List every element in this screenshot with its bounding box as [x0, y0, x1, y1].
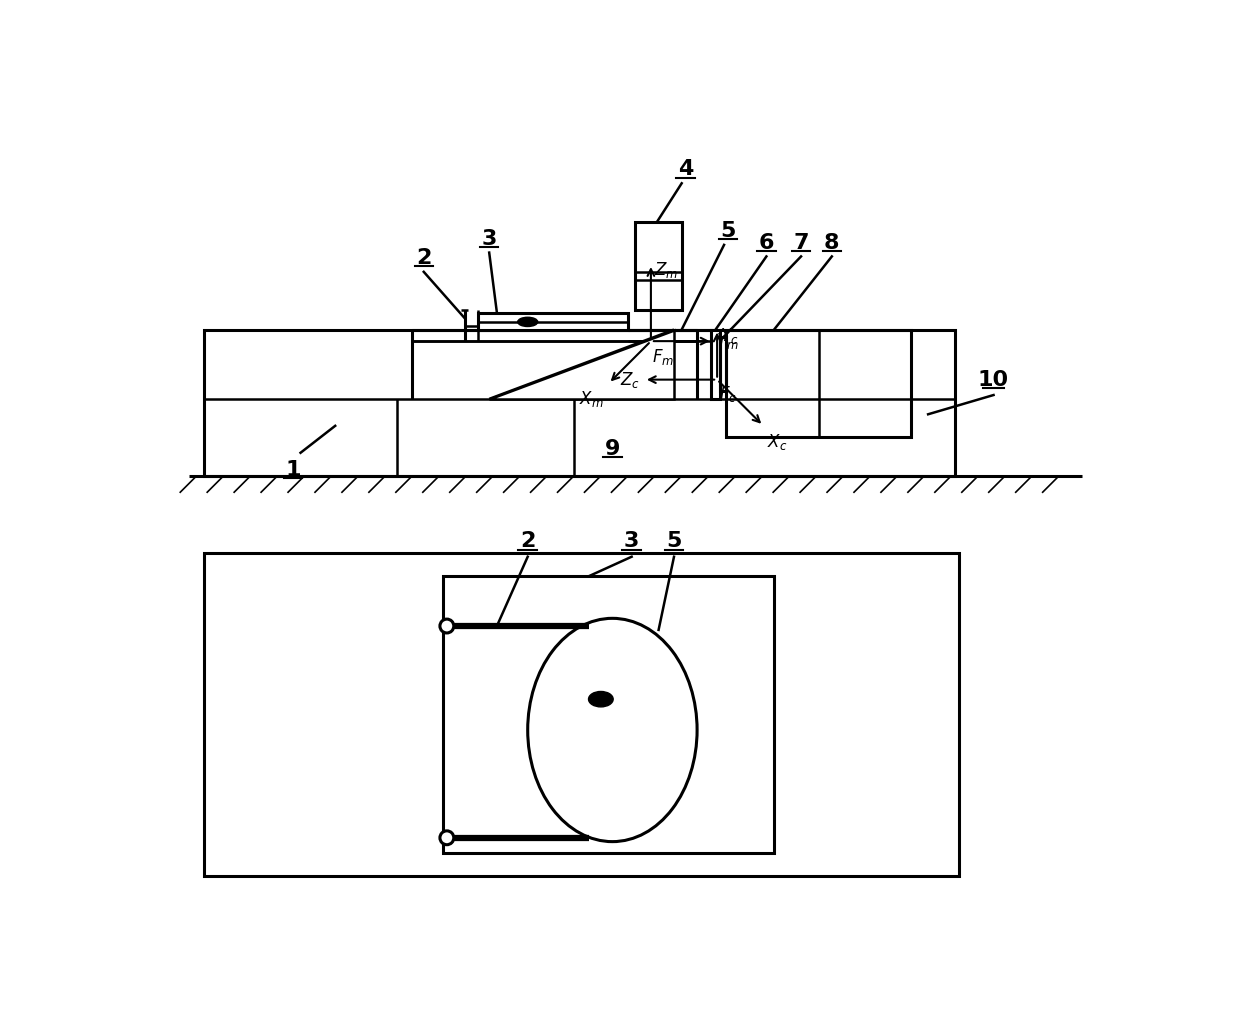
Text: 2: 2 [417, 248, 432, 268]
Text: $Y_c$: $Y_c$ [720, 325, 739, 346]
Text: 10: 10 [978, 370, 1009, 389]
Text: $F_c$: $F_c$ [719, 384, 738, 405]
Bar [443, 576, 774, 853]
Polygon shape [490, 330, 675, 399]
Text: $Z_c$: $Z_c$ [620, 370, 640, 389]
Text: $Z_m$: $Z_m$ [653, 261, 678, 280]
Circle shape [440, 620, 454, 633]
Bar [727, 330, 911, 437]
Text: 5: 5 [666, 531, 682, 552]
Text: 8: 8 [825, 232, 839, 252]
Bar [711, 330, 720, 399]
Text: 3: 3 [481, 229, 497, 248]
Text: $X_m$: $X_m$ [579, 389, 603, 409]
Bar [477, 312, 627, 330]
Text: 6: 6 [759, 232, 774, 252]
Text: 4: 4 [678, 159, 693, 179]
Bar [635, 222, 682, 310]
Ellipse shape [589, 692, 613, 707]
Text: 9: 9 [605, 439, 620, 459]
Ellipse shape [517, 317, 538, 327]
Text: 1: 1 [285, 459, 300, 480]
Ellipse shape [528, 619, 697, 842]
Text: 2: 2 [520, 531, 536, 552]
Text: 5: 5 [720, 221, 735, 241]
Text: $F_m$: $F_m$ [652, 347, 675, 367]
Bar [205, 553, 959, 876]
Bar [720, 338, 727, 391]
Circle shape [440, 830, 454, 845]
Text: 7: 7 [794, 232, 808, 252]
Text: $X_c$: $X_c$ [768, 432, 787, 452]
Bar [205, 330, 955, 476]
Text: 3: 3 [624, 531, 640, 552]
Text: $Y_m$: $Y_m$ [717, 332, 739, 351]
